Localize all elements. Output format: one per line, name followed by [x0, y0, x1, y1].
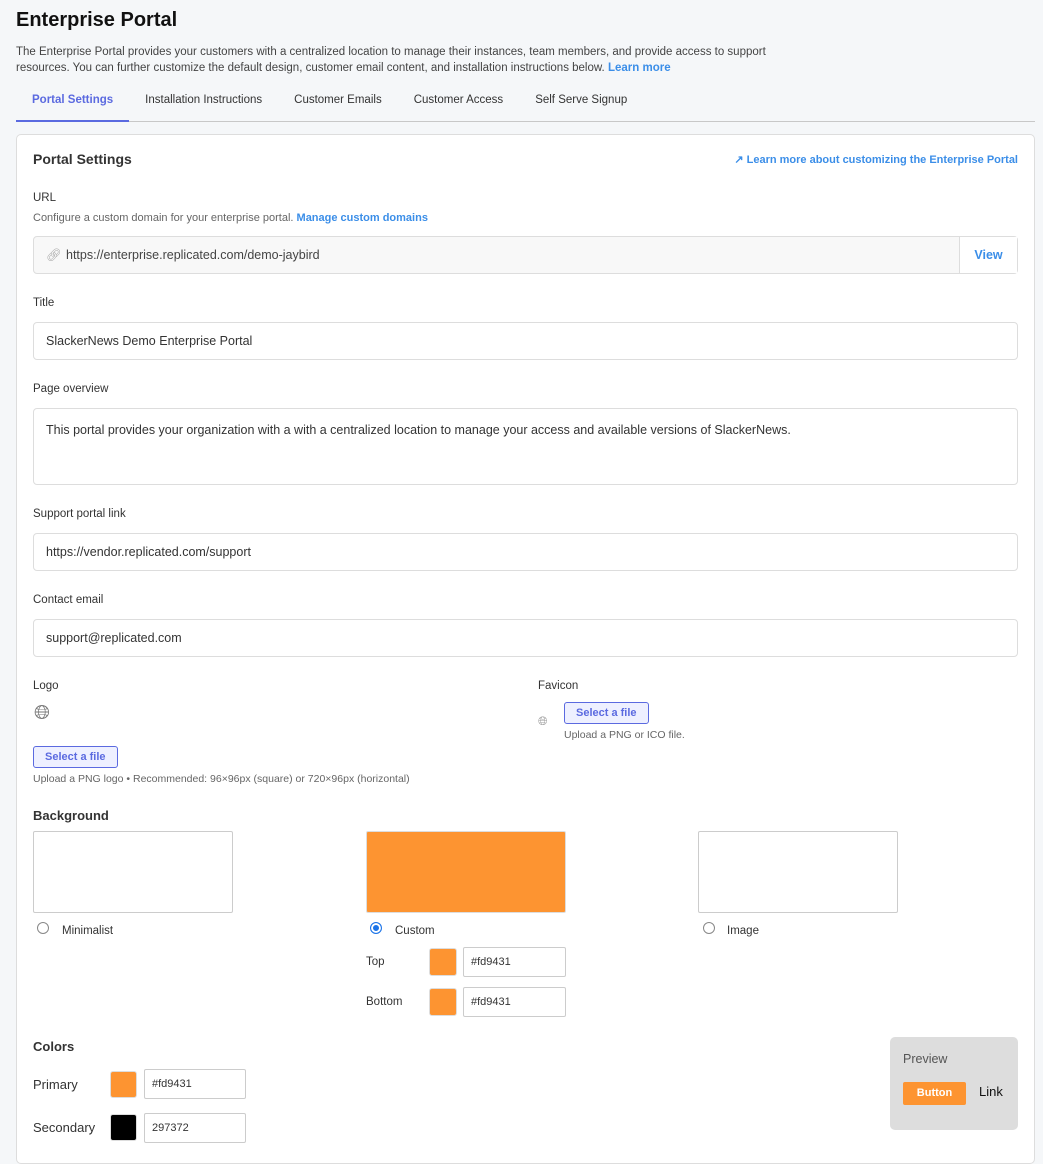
logo-help: Upload a PNG logo • Recommended: 96×96px…	[33, 773, 410, 785]
tab-customer-emails[interactable]: Customer Emails	[294, 94, 382, 106]
globe-icon: 🌐︎	[34, 702, 50, 724]
support-label: Support portal link	[33, 508, 126, 520]
image-radio[interactable]	[703, 922, 715, 934]
external-link-icon: ↗	[734, 154, 744, 166]
overview-textarea[interactable]: This portal provides your organization w…	[33, 408, 1018, 485]
minimalist-radio[interactable]	[37, 922, 49, 934]
image-label: Image	[727, 925, 759, 937]
card-title: Portal Settings	[33, 151, 132, 167]
background-label: Background	[33, 808, 109, 823]
contact-email-input[interactable]: support@replicated.com	[33, 619, 1018, 657]
tab-installation-instructions[interactable]: Installation Instructions	[145, 94, 263, 106]
learn-more-link[interactable]: Learn more	[607, 62, 671, 74]
secondary-color-swatch[interactable]	[110, 1114, 137, 1141]
favicon-label: Favicon	[538, 680, 579, 692]
minimalist-label: Minimalist	[62, 925, 114, 937]
top-color-swatch[interactable]	[429, 948, 457, 976]
tab-customer-access[interactable]: Customer Access	[413, 94, 504, 106]
top-color-input[interactable]: #fd9431	[463, 947, 566, 977]
minimalist-preview[interactable]	[33, 831, 233, 913]
bottom-color-input[interactable]: #fd9431	[463, 987, 566, 1017]
favicon-help: Upload a PNG or ICO file.	[564, 729, 685, 741]
preview-panel: Preview Button Link	[890, 1037, 1018, 1130]
top-label: Top	[366, 956, 385, 968]
page-title: Enterprise Portal	[16, 9, 178, 31]
customize-docs-link[interactable]: ↗ Learn more about customizing the Enter…	[734, 154, 1018, 166]
overview-label: Page overview	[33, 383, 109, 395]
url-label: URL	[33, 192, 57, 204]
primary-color-swatch[interactable]	[110, 1071, 137, 1098]
favicon-globe-icon: 🌐︎	[538, 714, 548, 728]
primary-label: Primary	[33, 1077, 78, 1092]
bottom-color-swatch[interactable]	[429, 988, 457, 1016]
custom-label: Custom	[395, 925, 435, 937]
preview-button: Button	[903, 1082, 966, 1105]
page-description: The Enterprise Portal provides your cust…	[16, 46, 766, 74]
colors-label: Colors	[33, 1039, 75, 1054]
url-help: Configure a custom domain for your enter…	[33, 212, 294, 224]
secondary-label: Secondary	[33, 1120, 96, 1135]
url-field: 🔗︎ https://enterprise.replicated.com/demo…	[33, 236, 1018, 274]
manage-domains-link[interactable]: Manage custom domains	[296, 212, 428, 224]
title-input[interactable]: SlackerNews Demo Enterprise Portal	[33, 322, 1018, 360]
preview-link: Link	[979, 1084, 1003, 1099]
support-link-input[interactable]: https://vendor.replicated.com/support	[33, 533, 1018, 571]
bottom-label: Bottom	[366, 996, 403, 1008]
logo-select-file-button[interactable]: Select a file	[33, 746, 118, 768]
favicon-select-file-button[interactable]: Select a file	[564, 702, 649, 724]
logo-label: Logo	[33, 680, 59, 692]
custom-radio[interactable]	[370, 922, 382, 934]
view-url-button[interactable]: View	[959, 237, 1017, 273]
custom-preview[interactable]	[366, 831, 566, 913]
tab-bar: Portal Settings Installation Instruction…	[16, 84, 1035, 122]
secondary-color-input[interactable]: 297372	[144, 1113, 246, 1143]
preview-label: Preview	[903, 1052, 948, 1066]
title-label: Title	[33, 297, 55, 309]
link-icon: 🔗︎	[46, 248, 62, 262]
tab-self-serve-signup[interactable]: Self Serve Signup	[535, 94, 628, 106]
contact-label: Contact email	[33, 594, 104, 606]
tab-portal-settings[interactable]: Portal Settings	[16, 84, 130, 122]
image-preview[interactable]	[698, 831, 898, 913]
primary-color-input[interactable]: #fd9431	[144, 1069, 246, 1099]
